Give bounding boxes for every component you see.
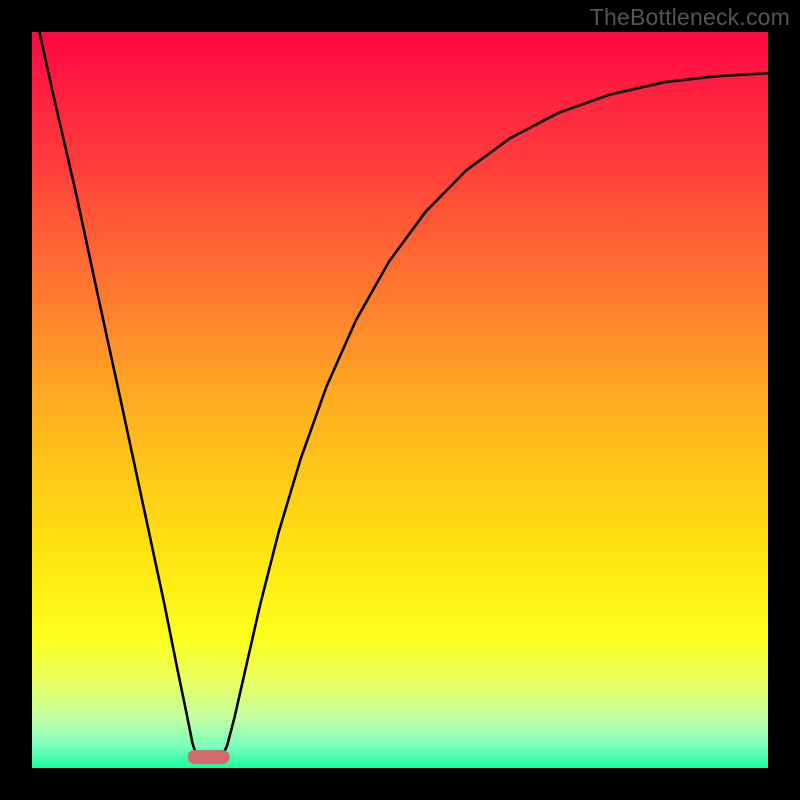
- bottleneck-chart: TheBottleneck.com: [0, 0, 800, 800]
- chart-background: [32, 32, 768, 768]
- chart-svg: [0, 0, 800, 800]
- optimal-point-marker: [188, 750, 230, 764]
- watermark-text: TheBottleneck.com: [590, 4, 790, 31]
